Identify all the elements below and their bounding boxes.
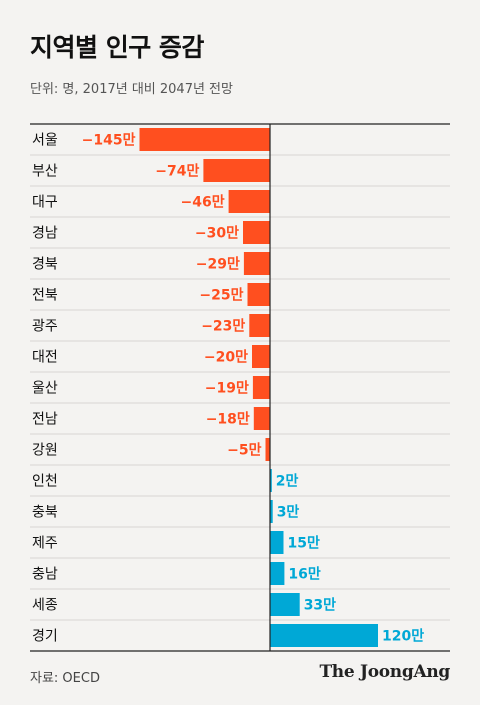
bar (249, 314, 270, 337)
bar (203, 159, 270, 182)
value-label: 120만 (382, 629, 424, 645)
source-note: 자료: OECD (30, 671, 100, 686)
category-label: 광주 (32, 319, 58, 335)
value-label: 15만 (288, 536, 320, 552)
category-label: 인천 (32, 474, 58, 490)
bar (252, 376, 270, 399)
category-label: 전북 (32, 288, 58, 304)
category-label: 대구 (32, 195, 58, 211)
bar (270, 531, 284, 554)
bar (270, 624, 378, 647)
value-label: −19만 (205, 381, 249, 397)
bar (247, 283, 270, 306)
value-label: −74만 (155, 164, 199, 180)
bar (265, 438, 270, 461)
bar (270, 500, 273, 523)
bar (252, 345, 270, 368)
category-label: 울산 (32, 381, 58, 397)
value-label: −18만 (206, 412, 250, 428)
value-label: 2만 (276, 474, 299, 490)
category-label: 세종 (32, 598, 58, 614)
value-label: 3만 (277, 505, 300, 521)
value-label: −30만 (195, 226, 239, 242)
value-label: −5만 (227, 443, 261, 459)
bar (243, 221, 270, 244)
page-title: 지역별 인구 증감 (30, 33, 204, 62)
bar (270, 469, 272, 492)
category-label: 대전 (32, 350, 58, 366)
bar (270, 593, 300, 616)
category-label: 강원 (32, 443, 58, 459)
category-label: 경기 (32, 629, 58, 645)
category-label: 서울 (32, 133, 58, 149)
bar (228, 190, 270, 213)
publisher-logo: The JoongAng (319, 662, 450, 682)
category-label: 경북 (32, 257, 58, 273)
chart-subtitle: 단위: 명, 2017년 대비 2047년 전망 (30, 82, 233, 97)
bar (270, 562, 285, 585)
value-label: −23만 (201, 319, 245, 335)
value-label: 33만 (304, 598, 336, 614)
value-label: −46만 (181, 195, 225, 211)
category-label: 충남 (32, 567, 58, 583)
value-label: −20만 (204, 350, 248, 366)
category-label: 경남 (32, 226, 58, 242)
category-label: 전남 (32, 412, 58, 428)
bar (243, 252, 270, 275)
bar (139, 128, 270, 151)
value-label: −25만 (199, 288, 243, 304)
value-label: −145만 (82, 133, 136, 149)
value-label: −29만 (196, 257, 240, 273)
category-label: 제주 (32, 536, 58, 552)
bar (253, 407, 270, 430)
category-label: 부산 (32, 164, 58, 180)
category-label: 충북 (32, 505, 58, 521)
value-label: 16만 (288, 567, 320, 583)
